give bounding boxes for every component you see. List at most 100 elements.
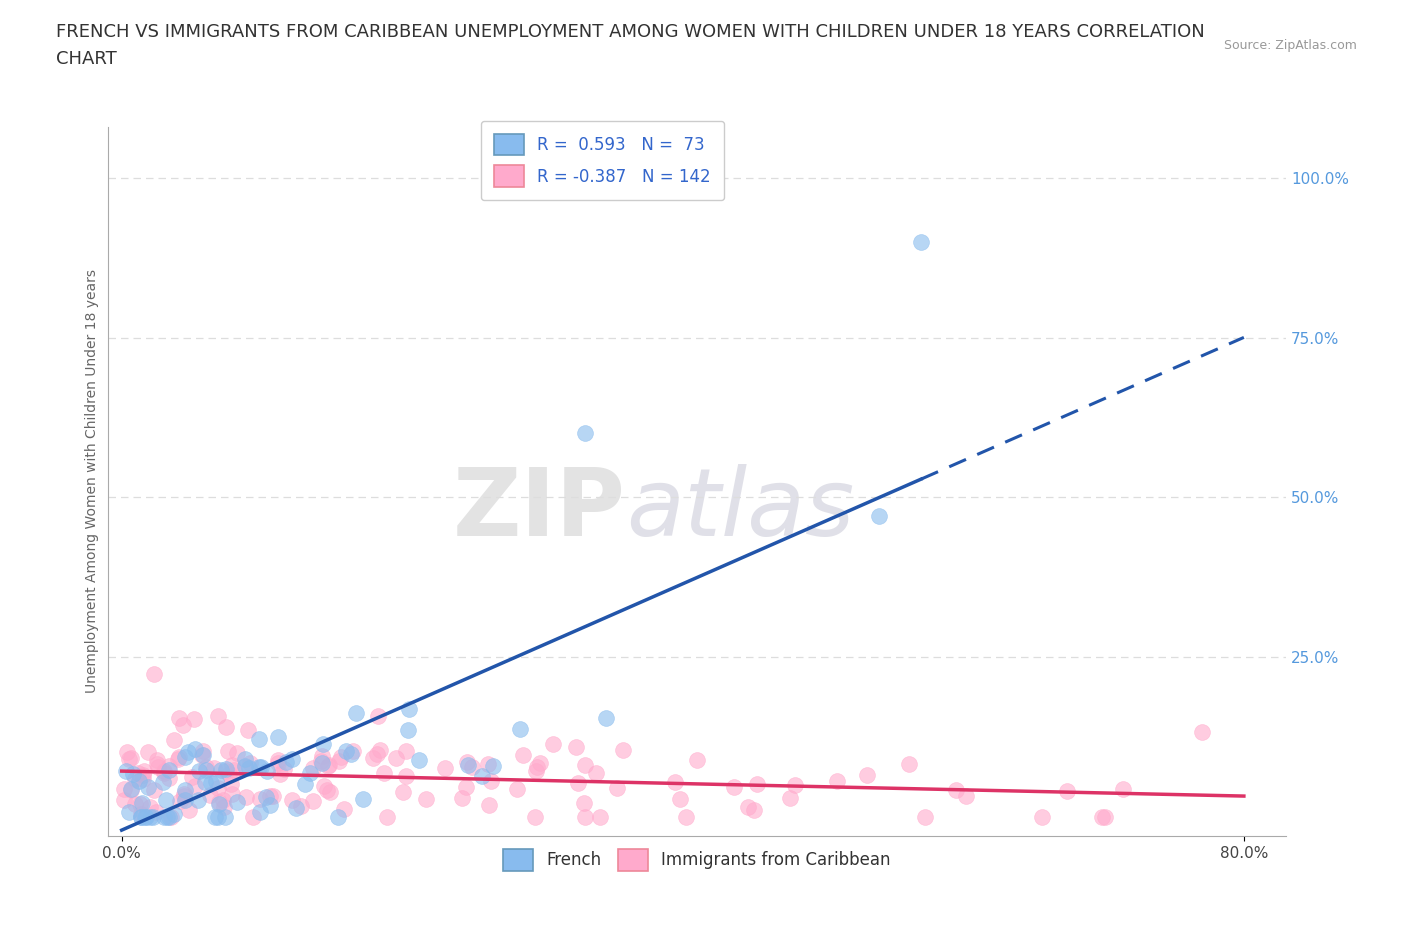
Point [221,787,243,802]
Point [191,748,214,763]
Point [146,756,169,771]
Point [408,752,430,767]
Point [529,756,551,771]
Point [157,809,180,824]
Point [456,755,478,770]
Point [200,788,222,803]
Point [249,791,271,806]
Point [247,732,270,747]
Point [330,750,353,764]
Point [290,799,312,814]
Point [129,806,152,821]
Point [208,797,231,812]
Point [135,809,157,824]
Point [256,764,278,778]
Point [457,758,479,773]
Point [281,793,304,808]
Point [114,792,136,807]
Point [482,758,505,773]
Point [173,789,195,804]
Point [191,748,214,763]
Point [124,796,146,811]
Point [589,809,612,824]
Point [139,799,162,814]
Point [273,762,295,777]
Point [259,797,281,812]
Point [136,744,159,759]
Point [249,804,271,819]
Point [163,733,186,748]
Point [169,794,191,809]
Point [239,756,262,771]
Point [745,777,768,791]
Point [368,742,391,757]
Point [242,809,264,824]
Point [1031,809,1053,824]
Point [316,758,339,773]
Point [195,762,218,777]
Point [143,782,166,797]
Point [207,708,229,723]
Point [612,742,634,757]
Point [328,753,350,768]
Point [160,809,183,824]
Point [319,785,342,800]
Point [328,809,350,824]
Point [118,751,141,766]
Point [214,809,236,824]
Point [122,766,145,781]
Point [183,742,205,757]
Point [209,763,232,777]
Point [142,667,165,682]
Point [238,723,260,737]
Point [121,782,143,797]
Point [205,774,228,789]
Point [218,766,240,781]
Point [302,761,325,776]
Point [188,764,211,778]
Point [132,767,155,782]
Point [267,756,290,771]
Point [152,774,174,789]
Point [274,754,297,769]
Point [226,794,249,809]
Point [247,760,270,775]
Point [183,779,205,794]
Point [512,748,534,763]
Point [478,797,501,812]
Point [131,796,153,811]
Point [153,764,176,779]
Point [194,760,217,775]
Point [541,737,564,751]
Point [183,711,205,726]
Point [212,792,235,807]
Point [153,809,176,824]
Point [664,775,686,790]
Point [897,756,920,771]
Point [215,764,238,778]
Point [177,803,200,817]
Point [176,745,198,760]
Point [259,789,281,804]
Point [187,792,209,807]
Point [395,768,418,783]
Point [204,809,226,824]
Point [311,756,333,771]
Point [1056,784,1078,799]
Point [153,765,176,780]
Point [855,767,877,782]
Point [1094,809,1116,824]
Point [332,801,354,816]
Point [779,791,801,806]
Point [157,758,180,773]
Point [737,800,759,815]
Point [394,743,416,758]
Point [128,774,150,789]
Point [148,759,170,774]
Point [675,809,697,824]
Point [451,790,474,805]
Point [238,761,260,776]
Point [565,740,588,755]
Point [1111,782,1133,797]
Point [174,750,197,764]
